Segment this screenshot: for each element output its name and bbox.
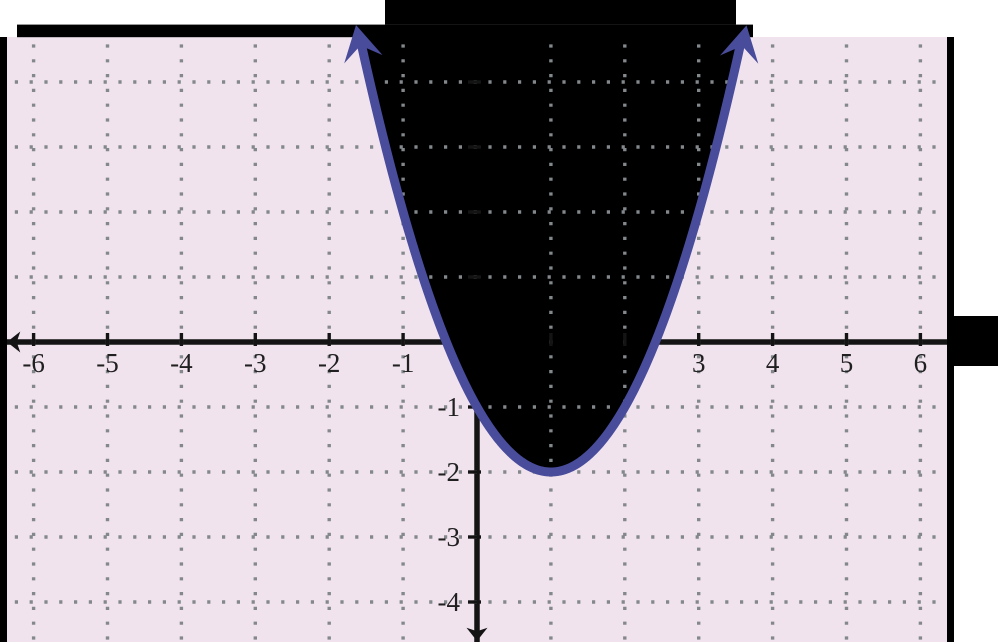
svg-text:4: 4 [766, 348, 780, 378]
svg-text:-4: -4 [438, 587, 461, 617]
svg-text:-4: -4 [170, 348, 193, 378]
svg-text:-3: -3 [244, 348, 267, 378]
svg-text:-1: -1 [392, 348, 415, 378]
svg-text:6: 6 [914, 348, 928, 378]
svg-text:5: 5 [840, 348, 854, 378]
svg-text:-2: -2 [318, 348, 341, 378]
svg-text:3: 3 [692, 348, 706, 378]
svg-text:-6: -6 [22, 348, 45, 378]
svg-text:-3: -3 [438, 522, 461, 552]
svg-text:-2: -2 [438, 457, 461, 487]
svg-text:-1: -1 [438, 392, 461, 422]
svg-text:-5: -5 [96, 348, 119, 378]
